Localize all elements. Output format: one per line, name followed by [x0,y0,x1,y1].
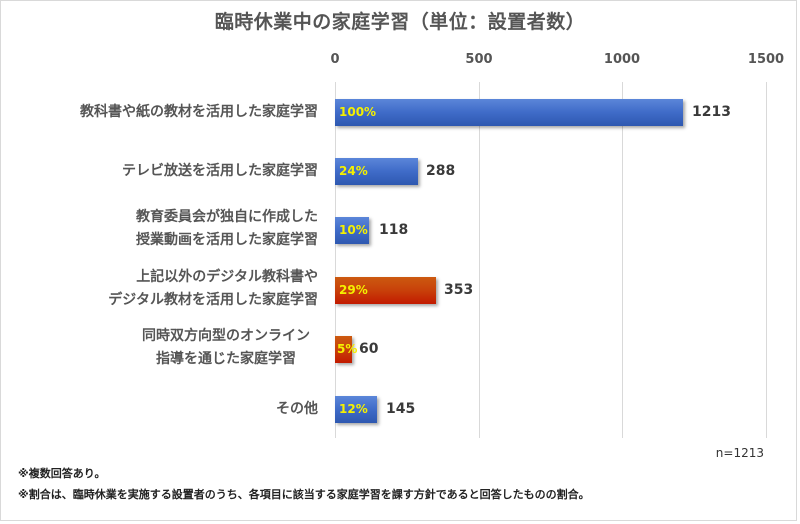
value-label: 145 [386,401,416,417]
x-tick-0: 0 [330,52,340,67]
gridline-1500 [766,82,767,438]
category-label: 教育委員会が独自に作成した 授業動画を活用した家庭学習 [136,209,318,248]
category-label: その他 [276,401,318,417]
x-tick-1500: 1500 [747,52,785,67]
bar: 100% [335,99,683,126]
percent-label: 24% [339,164,368,178]
bar: 10% [335,217,369,244]
value-label: 60 [359,341,379,357]
gridline-500 [479,82,480,438]
chart-title: 臨時休業中の家庭学習（単位：設置者数） [214,11,586,33]
percent-label: 100% [339,105,377,119]
category-label: テレビ放送を活用した家庭学習 [122,163,318,179]
bar: 29% [335,277,436,304]
value-label: 288 [426,163,456,179]
value-label: 118 [379,222,409,238]
percent-label: 12% [339,402,368,416]
footnote: ※割合は、臨時休業を実施する設置者のうち、各項目に該当する家庭学習を課す方針であ… [18,488,590,501]
footnote: ※複数回答あり。 [18,467,106,480]
gridline-0 [335,82,336,438]
category-label: 教科書や紙の教材を活用した家庭学習 [80,104,318,120]
bar: 24% [335,158,418,185]
percent-label: 10% [339,223,368,237]
gridline-1000 [622,82,623,438]
bar: 5% [335,336,357,363]
x-tick-500: 500 [465,52,493,67]
percent-label: 29% [339,283,368,297]
category-label: 上記以外のデジタル教科書や デジタル教材を活用した家庭学習 [108,269,318,308]
value-label: 353 [444,282,474,298]
sample-size-label: n=1213 [715,446,764,460]
x-tick-1000: 1000 [603,52,641,67]
category-label: 同時双方向型のオンライン 指導を通じた家庭学習 [142,328,310,367]
percent-label: 5% [337,342,358,356]
bar: 12% [335,396,377,423]
value-label: 1213 [692,104,731,120]
